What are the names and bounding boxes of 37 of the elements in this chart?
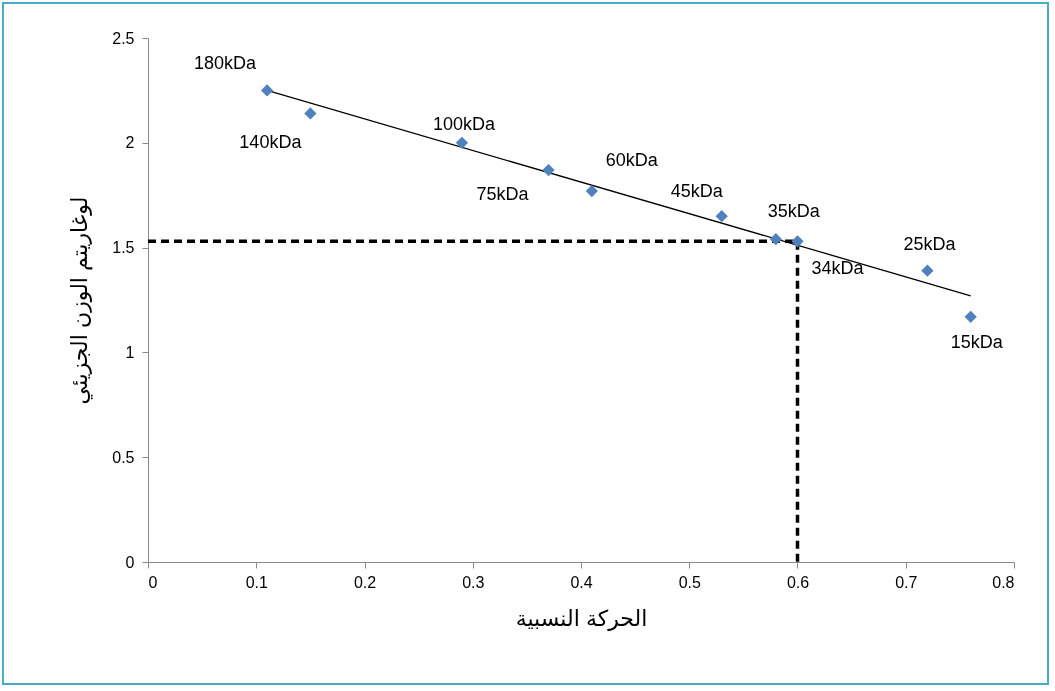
x-tick-label: 0 [148,573,158,591]
annotation: 45kDa [670,181,724,202]
x-axis-title: الحركة النسبية [515,605,648,631]
x-tick-label: 0.6 [786,573,810,591]
annotation: 15kDa [950,331,1004,352]
annotation: 60kDa [605,150,659,171]
point [260,84,274,97]
annotation: 35kDa [767,201,821,222]
y-tick-label: 0.5 [112,448,135,466]
x-tick-label: 0.7 [895,573,918,591]
point [542,163,555,177]
annotation: 75kDa [476,184,530,205]
y-tick-label: 1 [125,343,135,361]
point [715,210,728,223]
point [304,107,317,120]
annotation: 100kDa [432,113,496,134]
x-tick-label: 0.8 [992,573,1015,591]
point [791,235,804,248]
annotation: 34kDa [811,258,865,279]
point [964,310,977,323]
point [921,264,934,277]
x-tick-label: 0.1 [245,573,268,591]
x-tick-label: 0.2 [353,573,377,591]
y-tick-label: 2.5 [112,29,135,47]
annotation: 25kDa [903,233,957,254]
point [769,233,782,246]
x-tick-label: 0.3 [462,573,485,591]
annotation: 180kDa [194,53,258,74]
x-tick-label: 0.5 [678,573,701,591]
y-tick-label: 1.5 [112,239,135,257]
y-axis-title: لوغاريتم الوزن الجزيئي [67,196,94,405]
x-tick-label: 0.4 [570,573,593,591]
point [585,184,598,198]
y-tick-label: 0 [125,553,135,571]
annotation: 140kDa [239,132,303,153]
y-tick-label: 2 [125,134,135,152]
point [455,136,469,149]
